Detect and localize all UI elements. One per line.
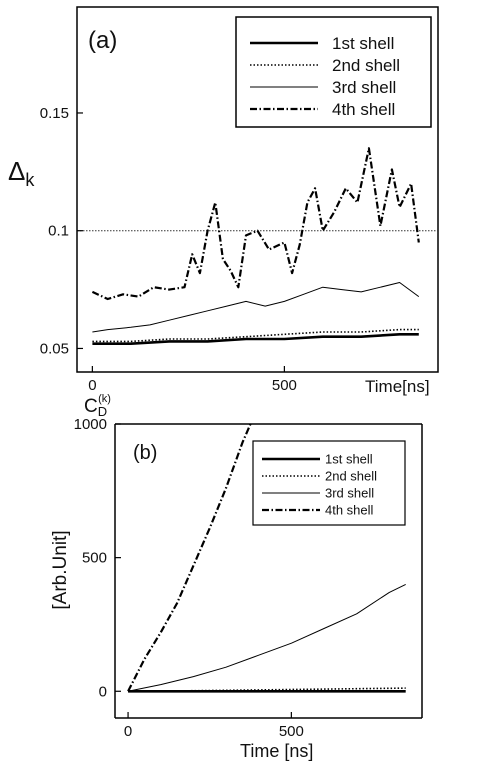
- panel-a-xtick-label: 500: [272, 377, 297, 394]
- panel-a-xtick-label: 0: [88, 377, 96, 394]
- series-1st-shell: [92, 332, 419, 346]
- series-4th-shell: [127, 423, 252, 692]
- panel-b-top-label: CD(k): [84, 393, 111, 419]
- panel-a-xlabel: Time[ns]: [365, 377, 430, 396]
- panel-b-legend: 1st shell 2nd shell 3rd shell 4th shell: [252, 440, 406, 526]
- series-3rd-shell: [92, 282, 420, 333]
- panel-b-label: (b): [133, 442, 157, 464]
- panel-a-ytick-label: 0.05: [40, 340, 69, 357]
- panel-b-series: [127, 423, 406, 693]
- panel-a-ytick-label: 0.1: [48, 223, 69, 240]
- panel-b-xtick-label: 0: [124, 723, 132, 740]
- panel-a: 0 500 0.05 0.1 0.15 (a) Δk Time[ns] 1st shel…: [8, 6, 439, 396]
- series-2nd-shell: [128, 687, 406, 693]
- panel-b-xlabel: Time [ns]: [240, 741, 313, 761]
- legend-label-1st-shell: 1st shell: [325, 452, 373, 467]
- series-4th-shell: [91, 147, 420, 301]
- legend-label-3rd-shell: 3rd shell: [332, 78, 396, 97]
- panel-a-ytick-label: 0.15: [40, 105, 69, 122]
- legend-label-4th-shell: 4th shell: [332, 100, 395, 119]
- panel-a-label: (a): [88, 27, 117, 54]
- legend-label-2nd-shell: 2nd shell: [325, 469, 377, 484]
- panel-a-ticks: 0 500 0.05 0.1 0.15: [40, 105, 297, 394]
- panel-b-ytick-label: 1000: [74, 416, 107, 433]
- series-2nd-shell: [92, 328, 419, 343]
- panel-b-ytick-label: 0: [99, 683, 107, 700]
- legend-label-1st-shell: 1st shell: [332, 34, 394, 53]
- panel-b: 0 500 0 500 1000 (b) CD(k) [Arb.Unit] Time […: [50, 393, 423, 761]
- legend-label-2nd-shell: 2nd shell: [332, 56, 400, 75]
- panel-b-xtick-label: 500: [279, 723, 304, 740]
- panel-a-series: [91, 147, 420, 346]
- panel-b-ytick-label: 500: [82, 550, 107, 567]
- series-3rd-shell: [127, 583, 406, 692]
- legend-label-4th-shell: 4th shell: [325, 503, 374, 518]
- panel-b-ticks: 0 500 0 500 1000: [74, 416, 304, 740]
- legend-label-3rd-shell: 3rd shell: [325, 486, 374, 501]
- panel-b-ylabel: [Arb.Unit]: [50, 530, 71, 609]
- panel-a-frame: [76, 6, 439, 373]
- panel-a-legend: 1st shell 2nd shell 3rd shell 4th shell: [235, 16, 432, 128]
- panel-a-ylabel: Δk: [8, 156, 35, 190]
